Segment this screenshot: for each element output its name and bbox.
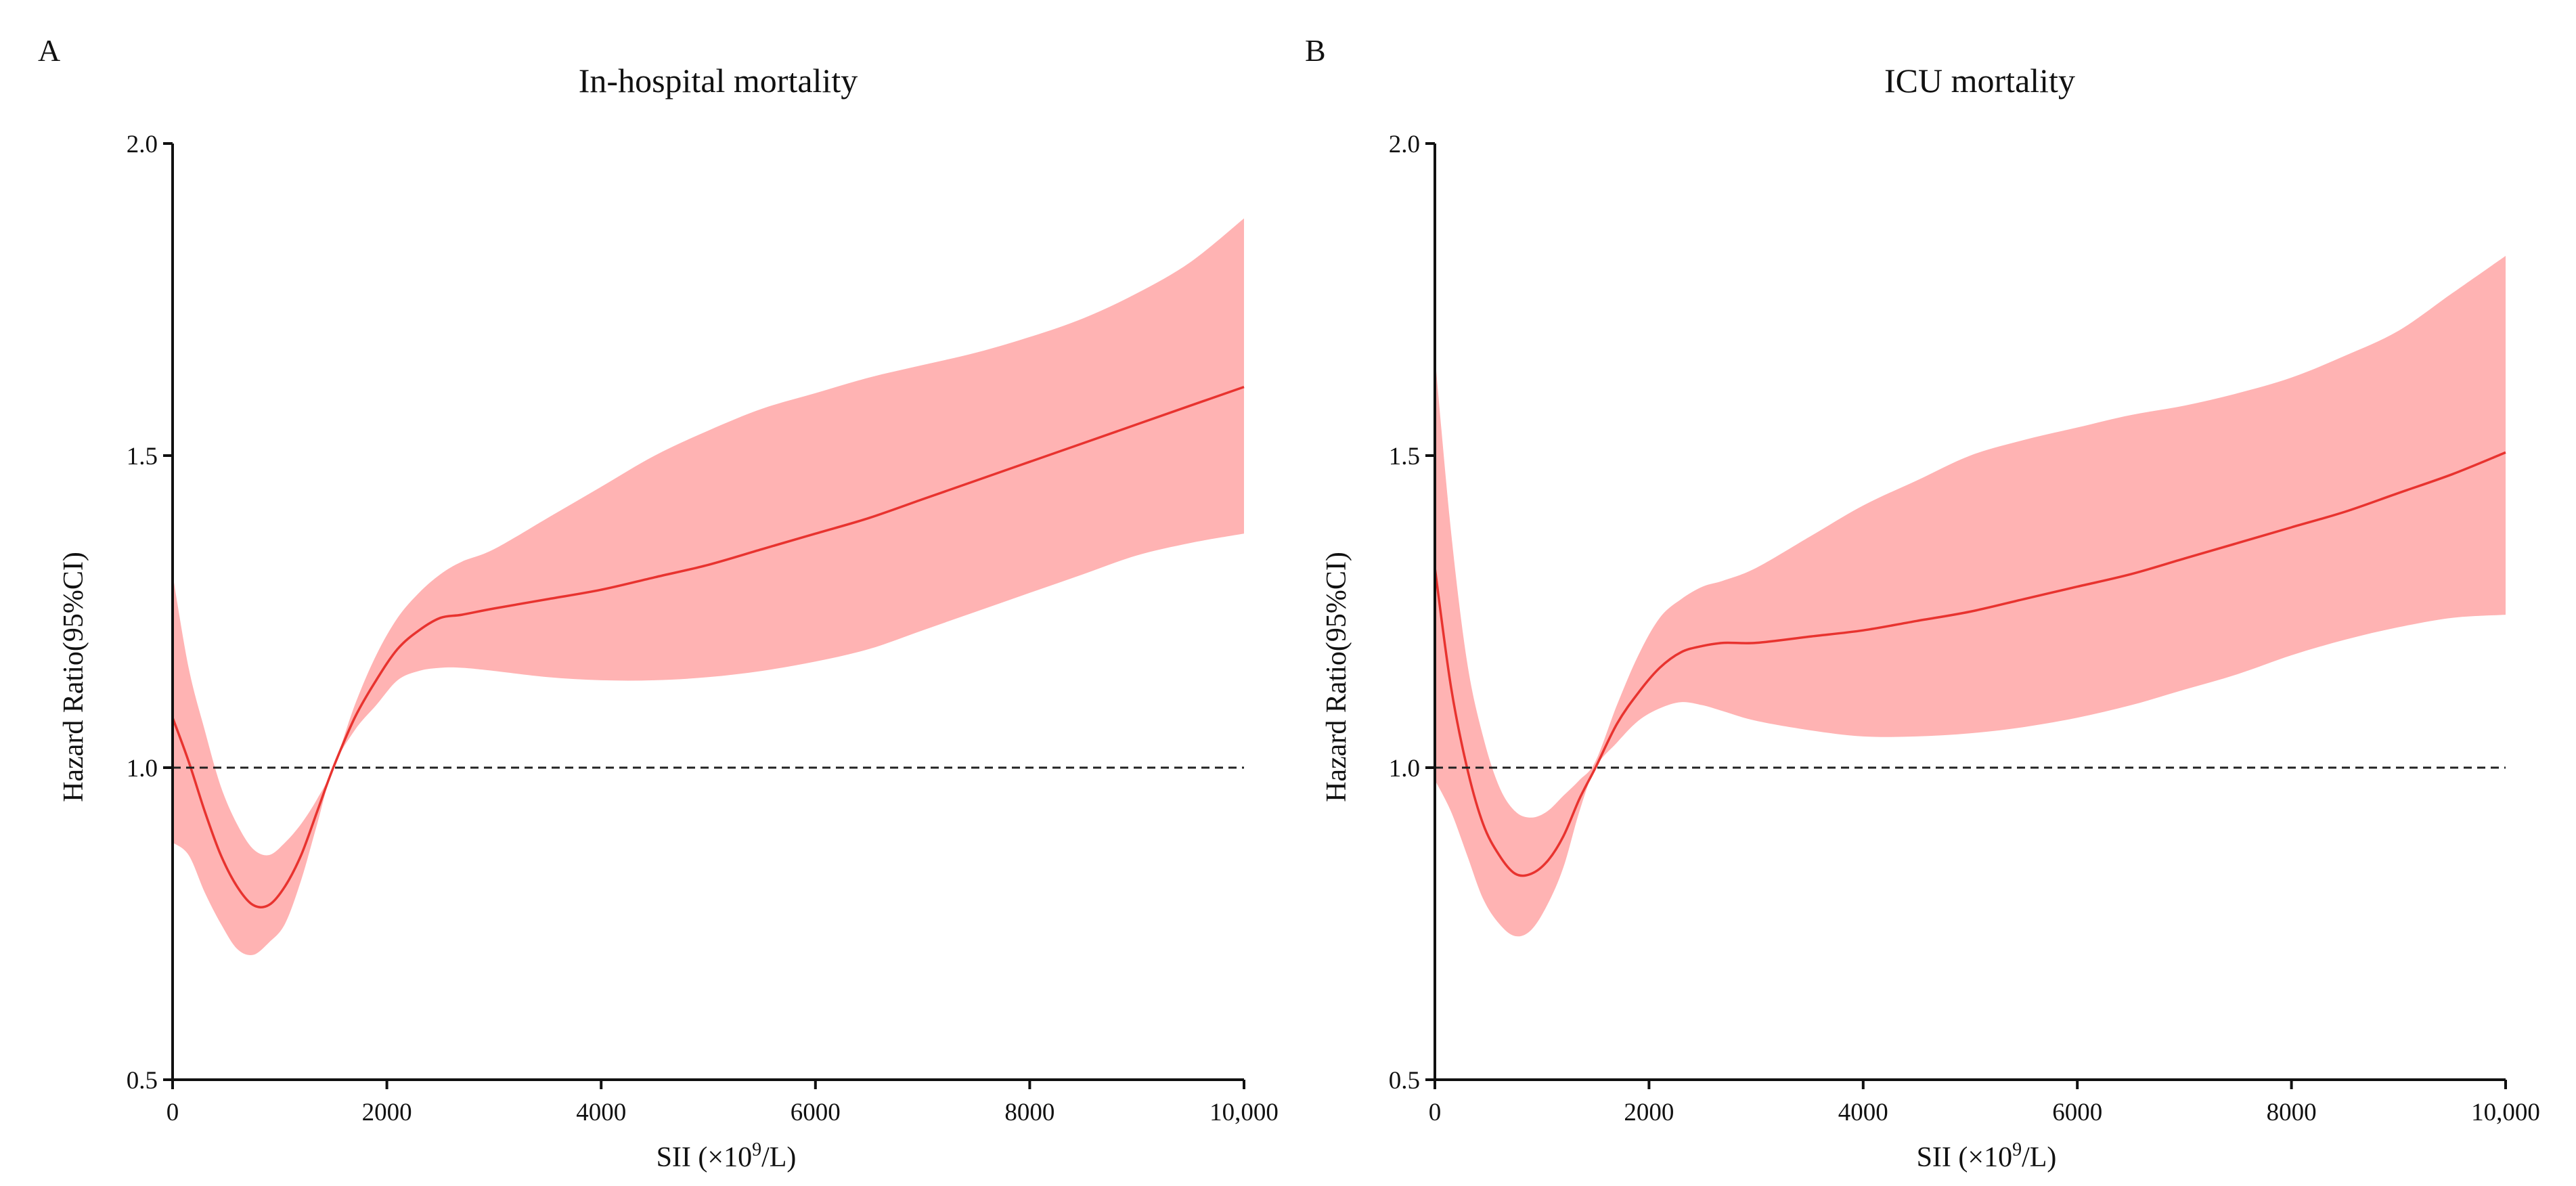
x-axis-label-main: SII (×10 [657,1142,753,1173]
chart-title: In-hospital mortality [579,62,858,100]
y-tick-label: 1.5 [127,443,158,470]
plot-area [171,218,1245,955]
x-tick-label: 8000 [1004,1099,1054,1126]
y-tick-label: 2.0 [127,131,158,158]
panel-letter: A [38,33,60,68]
x-axis-label-sup: 9 [2012,1139,2022,1160]
x-axis-label-sup: 9 [752,1139,761,1160]
x-tick-label: 4000 [1838,1099,1888,1126]
panel-b: B ICU mortality 0 2000 4000 6000 8000 10,0000… [1305,33,2540,1173]
x-tick-label: 8000 [2267,1099,2317,1126]
y-tick-label: 1.5 [1389,443,1420,470]
x-axis-label-end: /L) [761,1142,796,1173]
x-tick-label: 0 [166,1099,179,1126]
ci-band [173,218,1244,955]
hr-line [1434,451,2506,877]
y-tick-label: 1.0 [127,755,158,783]
x-axis-label-main: SII (×10 [1917,1142,2013,1173]
y-axis-label: Hazard Ratio(95%CI) [1321,552,1352,802]
axes: 0 2000 4000 6000 8000 10,000 0.5 1.0 1.5 2.0 [127,131,1279,1126]
hr-line [171,385,1245,908]
y-axis-label: Hazard Ratio(95%CI) [58,552,89,802]
x-axis-label-end: /L) [2022,1142,2056,1173]
x-tick-label: 4000 [576,1099,626,1126]
x-tick-label: 6000 [791,1099,841,1126]
ci-band [1435,256,2506,937]
plot-area [1434,256,2506,937]
x-tick-label: 2000 [1624,1099,1674,1126]
x-tick-label: 10,000 [1209,1099,1279,1126]
x-axis-label: SII (×109/L) [657,1139,797,1173]
x-tick-label: 10,000 [2471,1099,2540,1126]
y-tick-label: 2.0 [1389,131,1420,158]
y-tick-label: 1.0 [1389,755,1420,783]
x-tick-label: 0 [1429,1099,1442,1126]
chart-title: ICU mortality [1884,62,2075,100]
y-tick-label: 0.5 [127,1067,158,1095]
panel-letter: B [1305,33,1326,68]
x-axis-label: SII (×109/L) [1917,1139,2057,1173]
x-tick-label: 2000 [362,1099,412,1126]
axes: 0 2000 4000 6000 8000 10,000 0.5 1.0 1.5 2.0 [1389,131,2540,1126]
panel-a: A In-hospital mortality 0 2000 4000 6000 800… [38,33,1279,1173]
x-tick-label: 6000 [2052,1099,2102,1126]
y-tick-label: 0.5 [1389,1067,1420,1095]
